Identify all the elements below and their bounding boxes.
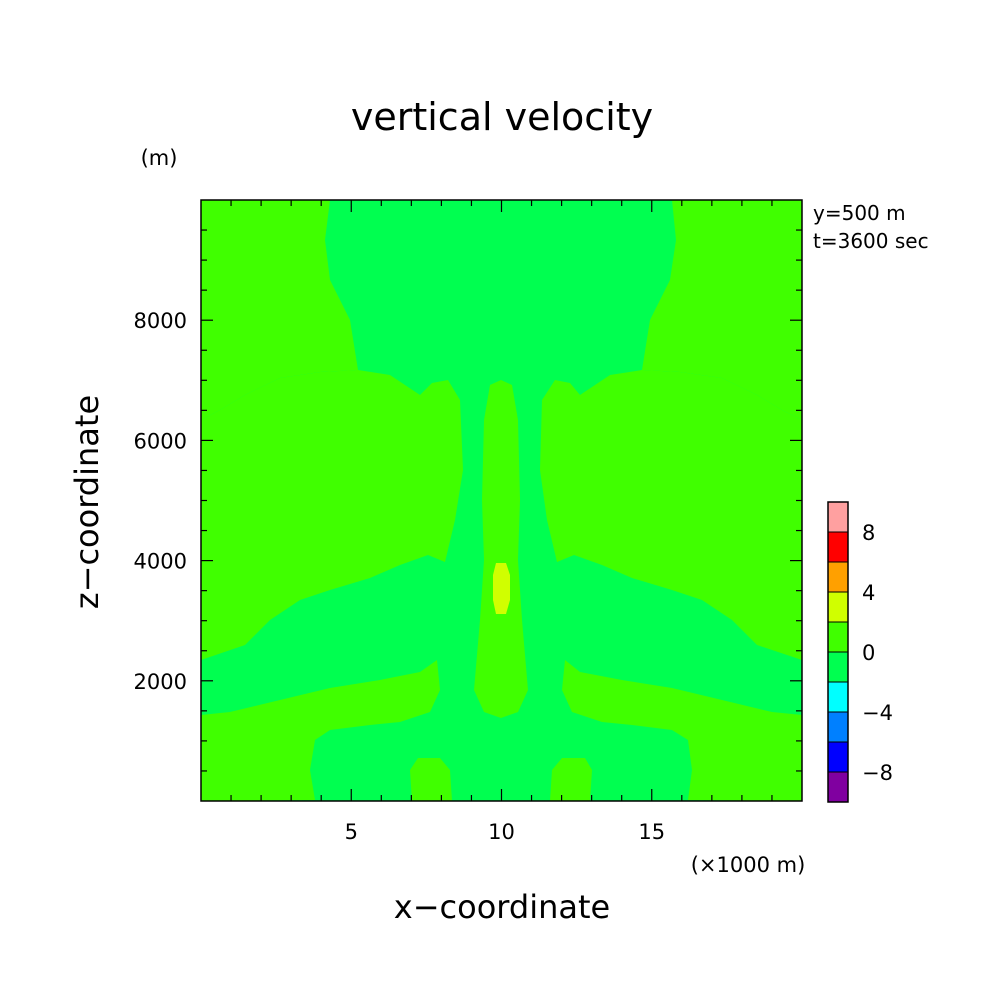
colorbar-swatch: [827, 651, 849, 683]
x-axis-title: x−coordinate: [394, 888, 610, 926]
colorbar-swatch: [827, 591, 849, 623]
contour-positive: [540, 370, 802, 660]
colorbar-frame: [827, 501, 849, 803]
chart-title: vertical velocity: [351, 95, 653, 139]
x-unit-label: (×1000 m): [691, 853, 806, 877]
info-t: t=3600 sec: [813, 229, 929, 253]
colorbar-swatch: [827, 741, 849, 773]
colorbar-label: 8: [862, 521, 875, 545]
colorbar-swatch: [827, 711, 849, 743]
colorbar-swatch: [827, 621, 849, 653]
x-tick-labels: 5 10 15: [345, 820, 666, 844]
colorbar-swatch: [827, 531, 849, 563]
y-unit-label: (m): [141, 146, 178, 170]
contour-positive: [642, 200, 802, 420]
y-axis-title: z−coordinate: [68, 395, 106, 609]
y-tick-label: 8000: [134, 309, 187, 333]
y-tick-label: 4000: [134, 550, 187, 574]
colorbar-swatch: [827, 561, 849, 593]
contour-max: [493, 563, 510, 614]
info-y: y=500 m: [813, 201, 906, 225]
colorbar: −8 −4 0 4 8: [827, 501, 893, 803]
x-tick-label: 10: [488, 820, 515, 844]
contour-positive: [562, 660, 802, 801]
contour-positive: [201, 660, 440, 801]
contour-field: [201, 200, 802, 801]
x-tick-label: 15: [638, 820, 665, 844]
colorbar-swatch: [827, 771, 849, 803]
colorbar-label: 0: [862, 641, 875, 665]
x-tick-label: 5: [345, 820, 358, 844]
plot-axes: [200, 199, 803, 802]
y-tick-label: 6000: [134, 429, 187, 453]
colorbar-swatch: [827, 681, 849, 713]
colorbar-label: −8: [862, 761, 893, 785]
colorbar-label: 4: [862, 581, 875, 605]
contour-positive: [201, 200, 358, 420]
colorbar-label: −4: [862, 701, 893, 725]
y-tick-label: 2000: [134, 670, 187, 694]
y-tick-labels: 2000 4000 6000 8000: [134, 309, 187, 694]
contour-positive: [201, 370, 463, 660]
contour-positive: [474, 380, 528, 718]
colorbar-swatch: [827, 501, 849, 533]
contour-positive: [410, 758, 452, 801]
contour-positive: [550, 758, 592, 801]
